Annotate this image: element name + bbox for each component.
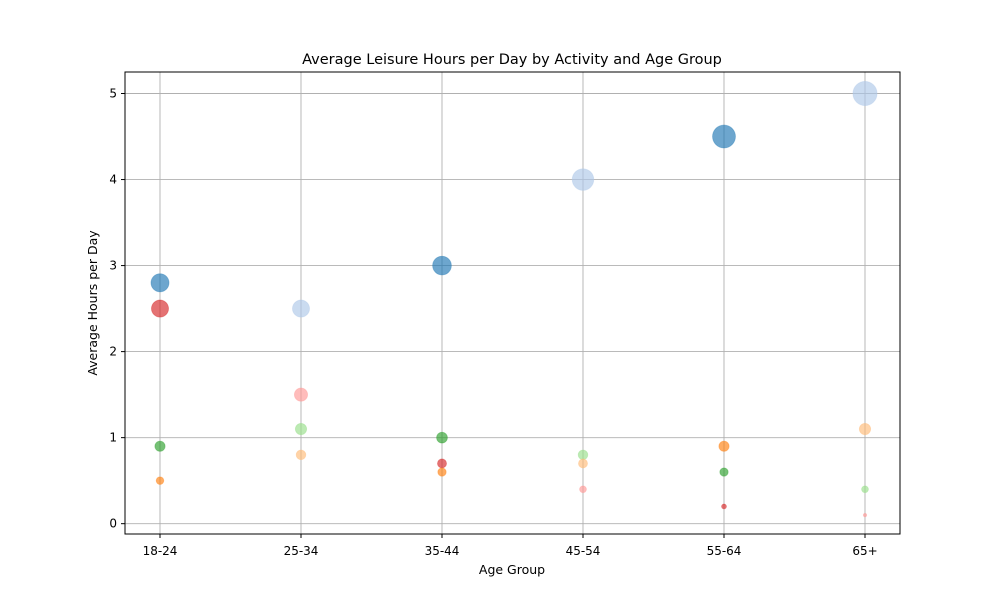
y-tick-label: 1	[109, 431, 117, 445]
bubble-point	[577, 449, 589, 461]
bubble-point	[295, 449, 307, 461]
plot-frame	[124, 71, 901, 535]
bubble-point	[432, 255, 452, 276]
y-tick-label: 3	[109, 259, 117, 273]
bubble-point	[437, 467, 447, 477]
x-tick-label: 18-24	[143, 544, 178, 558]
bubble-point	[579, 485, 587, 494]
bubble-point	[578, 458, 588, 469]
x-tick-label: 65+	[852, 544, 877, 558]
grid-layer	[125, 72, 900, 534]
y-tick-label: 4	[109, 173, 117, 187]
y-axis-label: Average Hours per Day	[85, 230, 100, 376]
y-tick-label: 0	[109, 517, 117, 531]
bubble-point	[294, 422, 308, 436]
y-tick-label: 2	[109, 345, 117, 359]
chart-title: Average Leisure Hours per Day by Activit…	[302, 52, 722, 68]
bubble-point	[293, 387, 309, 402]
bubble-point	[719, 467, 729, 477]
x-tick-label: 55-64	[707, 544, 742, 558]
bubble-point	[154, 440, 166, 452]
x-tick-label: 35-44	[425, 544, 460, 558]
bubble-point	[436, 431, 448, 444]
bubble-point	[862, 512, 868, 518]
x-axis-label: Age Group	[479, 562, 545, 577]
bubble-point	[151, 299, 169, 318]
bubble-point	[861, 485, 869, 494]
y-tick-label: 5	[109, 87, 117, 101]
bubble-point	[721, 503, 727, 510]
bubble-point	[571, 168, 595, 191]
bubble-point	[712, 124, 736, 149]
bubble-point	[292, 299, 310, 318]
bubble-point	[155, 476, 165, 485]
bubble-point	[852, 81, 878, 106]
bubble-point	[150, 273, 170, 293]
bubble-point	[437, 458, 447, 469]
tick-layer: 18-24 25-34 35-44 45-54 55-64 65+ 0 1 2 3 4 5	[109, 87, 877, 558]
x-tick-label: 45-54	[566, 544, 601, 558]
x-tick-label: 25-34	[284, 544, 319, 558]
bubble-point	[858, 422, 872, 436]
bubble-layer	[150, 81, 878, 518]
bubble-point	[718, 440, 730, 452]
